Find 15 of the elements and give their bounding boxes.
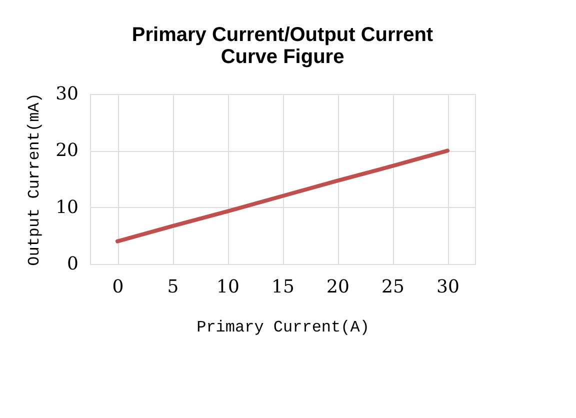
- line-series: [116, 148, 450, 244]
- x-tick-label: 15: [272, 276, 294, 298]
- y-tick-label: 10: [56, 196, 78, 218]
- y-tick-label: 20: [56, 140, 78, 162]
- x-tick-label: 10: [216, 276, 240, 298]
- x-tick-label: 20: [326, 276, 350, 298]
- x-tick-label: 25: [382, 276, 404, 298]
- y-tick-label: 30: [56, 84, 78, 104]
- y-axis-title: Output Current(mA): [26, 93, 44, 266]
- x-tick-label: 5: [167, 276, 179, 298]
- x-tick-label: 0: [112, 276, 124, 298]
- x-tick-label: 30: [436, 276, 460, 298]
- y-tick-label: 0: [67, 254, 78, 274]
- chart-title: Primary Current/Output Current Curve Figure: [132, 24, 434, 68]
- x-axis-title: Primary Current(A): [196, 318, 370, 336]
